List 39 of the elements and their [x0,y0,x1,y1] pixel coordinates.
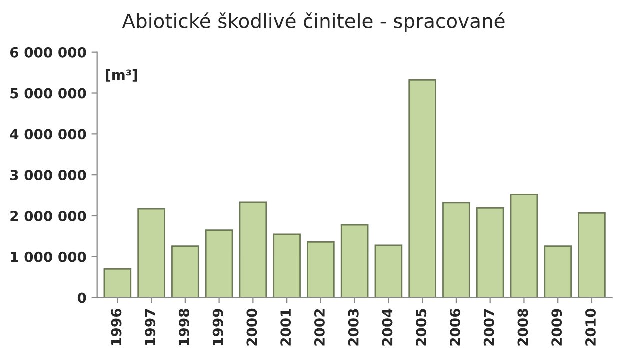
bar [205,230,234,298]
bar [273,234,301,298]
x-tick-label: 2006 [450,308,460,346]
bar [138,208,166,298]
y-tick-label: 1 000 000 [11,252,86,262]
bar [307,241,335,298]
x-tick-label: 2002 [314,309,325,346]
bar [544,246,572,298]
bar [172,246,200,298]
bar [408,79,436,298]
x-tick-label: 2007 [484,309,494,346]
bar [442,202,470,298]
bar [374,244,403,298]
x-tick-label: 2001 [280,309,292,346]
bar [340,224,369,298]
y-tick-label: 2 000 000 [10,210,86,222]
y-tick-label: 0 [78,292,86,304]
bar [104,268,132,298]
annotation: [m³] [106,70,138,82]
x-tick-label: 1999 [212,309,224,346]
x-tick-label: 2003 [348,309,359,346]
x-tick-label: 2005 [416,309,427,346]
bar [510,194,538,298]
x-tick-label: 2008 [518,309,528,346]
x-tick-label: 1996 [111,308,122,346]
y-tick-label: 4 000 000 [10,129,86,140]
y-tick-label: 3 000 000 [10,170,86,181]
bar [476,208,504,298]
y-tick-label: 5 000 000 [10,88,86,99]
x-tick-label: 2004 [382,308,393,346]
chart-title: Abiotické škodlivé činitele - spracované [122,12,505,32]
x-tick-label: 1998 [178,309,190,346]
bar [578,212,606,298]
x-tick-label: 1997 [145,309,156,346]
bar [239,202,268,298]
x-tick-label: 2000 [246,308,258,346]
y-tick-label: 6 000 000 [10,47,86,58]
x-tick-label: 2009 [552,309,562,346]
x-tick-label: 2010 [585,308,596,346]
